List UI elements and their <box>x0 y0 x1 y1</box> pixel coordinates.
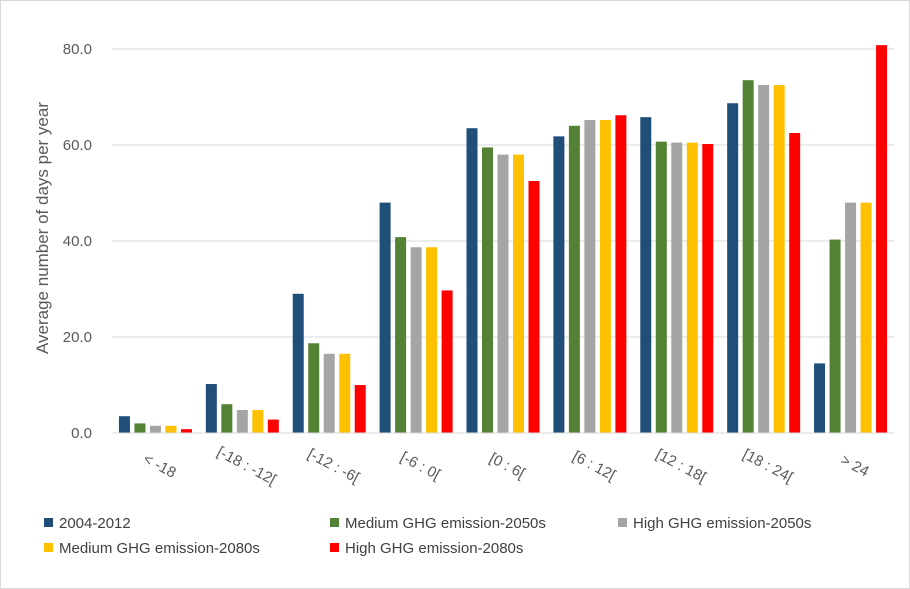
bar <box>180 429 192 433</box>
bar <box>441 290 453 433</box>
x-tick-label: > 24 <box>838 452 872 481</box>
bar <box>568 125 580 434</box>
bar <box>497 154 509 433</box>
bars <box>118 45 888 434</box>
legend-swatch <box>44 518 53 527</box>
bar <box>221 404 233 433</box>
bar <box>655 141 667 433</box>
y-tick-label: 0.0 <box>71 425 92 442</box>
bar <box>165 425 177 433</box>
bar <box>410 247 422 433</box>
y-tick-label: 20.0 <box>63 329 92 346</box>
bar <box>267 419 279 433</box>
y-tick-labels: 0.0 20.0 40.0 60.0 80.0 <box>63 41 92 442</box>
legend-swatch <box>330 518 339 527</box>
bar <box>236 409 248 433</box>
bar <box>308 343 320 433</box>
legend-label: High GHG emission-2050s <box>633 515 811 532</box>
legend-label: High GHG emission-2080s <box>345 540 523 557</box>
bar <box>599 120 611 433</box>
bar <box>252 409 264 433</box>
bar <box>640 117 652 433</box>
y-axis-title: Average number of days per year <box>33 102 52 354</box>
bar <box>727 103 739 434</box>
bar <box>845 202 857 433</box>
legend-swatch <box>330 543 339 552</box>
x-tick-label: [18 : 24[ <box>740 446 797 487</box>
x-tick-labels: < -18 [-18 : -12[ [-12 : -6[ [-6 : 0[ [0 : 6… <box>140 443 871 489</box>
bar <box>553 136 565 434</box>
legend-label: Medium GHG emission-2050s <box>345 515 546 532</box>
bar <box>513 154 524 433</box>
x-tick-label: [12 : 18[ <box>653 446 710 487</box>
bar <box>323 353 335 433</box>
bar <box>876 45 888 433</box>
bar <box>379 202 391 433</box>
bar <box>860 202 872 433</box>
bar <box>671 142 683 433</box>
x-tick-label: [-18 : -12[ <box>214 443 279 489</box>
legend-label: 2004-2012 <box>59 515 131 532</box>
bar <box>528 181 540 433</box>
bar <box>814 363 826 433</box>
bar <box>702 144 714 434</box>
bar <box>134 423 146 433</box>
bar <box>292 293 304 433</box>
bar <box>615 115 627 434</box>
bar <box>395 237 407 433</box>
x-tick-label: [-12 : -6[ <box>305 445 363 487</box>
bar <box>758 85 770 433</box>
bar <box>339 353 351 433</box>
bar <box>829 239 841 433</box>
bar <box>584 120 596 433</box>
bar <box>789 133 801 433</box>
bar <box>742 80 754 433</box>
bar <box>482 147 493 433</box>
y-tick-label: 60.0 <box>63 137 92 154</box>
bar <box>149 425 161 433</box>
y-tick-label: 80.0 <box>63 41 92 58</box>
legend: 2004-2012 Medium GHG emission-2050s High G… <box>44 515 811 557</box>
bar <box>118 416 130 433</box>
bar <box>773 85 785 433</box>
legend-swatch <box>44 543 53 552</box>
bar <box>686 142 698 433</box>
bar <box>205 384 217 433</box>
x-tick-label: [-6 : 0[ <box>397 449 443 484</box>
bar <box>466 128 478 433</box>
x-tick-label: < -18 <box>140 450 179 481</box>
bar <box>426 247 438 433</box>
y-tick-label: 40.0 <box>63 233 92 250</box>
bar <box>354 385 366 433</box>
legend-swatch <box>618 518 627 527</box>
x-tick-label: [0 : 6[ <box>487 450 529 483</box>
legend-label: Medium GHG emission-2080s <box>59 540 260 557</box>
x-tick-label: [6 : 12[ <box>570 448 619 485</box>
